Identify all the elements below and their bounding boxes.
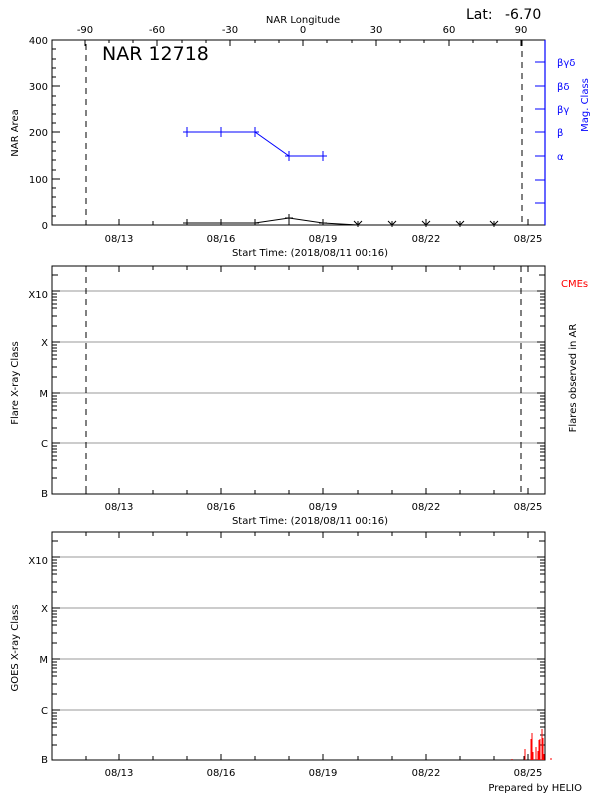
date-tick-label: 08/22: [412, 502, 441, 513]
goes-class-label: X: [41, 604, 48, 615]
y-tick-label: 100: [29, 175, 48, 186]
flare-class-label: X10: [28, 290, 48, 301]
date-tick-label: 08/22: [412, 768, 441, 779]
y-tick-label: 400: [29, 36, 48, 47]
flare-class-ticks-left: [52, 274, 60, 479]
nar-area-line: [187, 217, 494, 226]
flare-class-label: B: [41, 489, 48, 500]
flares-panel: X10 X M C B Flare X-ray Class Flares obs…: [10, 265, 588, 527]
goes-class-ticks-right: [537, 540, 545, 746]
longitude-ticks: [84, 40, 522, 46]
cmes-legend-label: CMEs: [561, 279, 588, 290]
flare-class-ticks-right: [537, 274, 545, 479]
mag-tick-label: βδ: [557, 82, 570, 93]
flares-observed-axis-title: Flares observed in AR: [568, 324, 579, 433]
lat-label: Lat:: [466, 7, 493, 23]
flare-class-axis-title: Flare X-ray Class: [10, 341, 21, 425]
goes-class-label: C: [41, 706, 48, 717]
start-time-label: Start Time: (2018/08/11 00:16): [232, 248, 388, 259]
goes-top-date-ticks: [85, 532, 529, 538]
goes-class-ticks-left: [52, 540, 60, 746]
goes-panel: X10 X M C B GOES X-ray Class 08/13 08/16…: [10, 531, 582, 794]
mag-class-ticks: [535, 61, 545, 204]
date-tick-label: 08/19: [309, 234, 338, 245]
flares-top-date-ticks: [85, 266, 529, 272]
goes-bottom-date-ticks: [85, 754, 529, 760]
date-tick-label: 08/13: [105, 502, 134, 513]
mag-tick-label: βγ: [557, 105, 569, 116]
nar-plot-frame: [51, 39, 546, 226]
prepared-by-credit: Prepared by HELIO: [488, 783, 582, 794]
y-tick-label: 300: [29, 82, 48, 93]
date-ticks: [85, 219, 529, 225]
goes-class-label: X10: [28, 556, 48, 567]
flare-class-gridlines: [60, 290, 545, 444]
lon-tick-label: 60: [443, 25, 456, 36]
flare-class-label: M: [39, 389, 48, 400]
goes-flux-bars: [511, 729, 552, 760]
nar-area-axis-title: NAR Area: [10, 109, 21, 156]
date-tick-label: 08/19: [309, 502, 338, 513]
date-tick-label: 08/16: [207, 502, 236, 513]
mag-tick-label: βγδ: [557, 58, 575, 69]
goes-class-axis-title: GOES X-ray Class: [10, 604, 21, 691]
region-title: NAR 12718: [102, 43, 209, 65]
goes-class-label: M: [39, 655, 48, 666]
flare-class-label: X: [41, 338, 48, 349]
lon-tick-label: 90: [515, 25, 528, 36]
flares-bottom-date-ticks: [85, 488, 529, 494]
lon-tick-label: 30: [370, 25, 383, 36]
date-tick-label: 08/13: [105, 768, 134, 779]
lon-tick-label: -60: [149, 25, 165, 36]
mag-class-axis-title: Mag. Class: [580, 78, 591, 132]
date-tick-label: 08/19: [309, 768, 338, 779]
date-tick-label: 08/25: [514, 768, 543, 779]
mag-class-markers: [183, 127, 327, 161]
nar-area-markers: [183, 214, 499, 227]
flare-class-label: C: [41, 439, 48, 450]
date-tick-label: 08/16: [207, 768, 236, 779]
lon-tick-label: 0: [300, 25, 306, 36]
y-tick-label: 200: [29, 128, 48, 139]
mag-tick-label: α: [557, 152, 564, 163]
date-tick-label: 08/22: [412, 234, 441, 245]
nar-panel: -90 -60 -30 0 30 60 90 0 100 200 300 400…: [10, 25, 591, 259]
start-time-label: Start Time: (2018/08/11 00:16): [232, 516, 388, 527]
top-axis-title: NAR Longitude: [266, 15, 340, 26]
lat-value: -6.70: [505, 7, 541, 23]
date-tick-label: 08/25: [514, 502, 543, 513]
goes-plot-frame: [51, 531, 546, 761]
flares-plot-frame: [51, 265, 546, 495]
goes-class-label: B: [41, 755, 48, 766]
lon-tick-label: -30: [222, 25, 238, 36]
date-tick-label: 08/16: [207, 234, 236, 245]
lon-tick-label: -90: [77, 25, 93, 36]
nar-area-ticks: [52, 39, 60, 226]
y-tick-label: 0: [42, 221, 48, 232]
date-tick-label: 08/13: [105, 234, 134, 245]
goes-class-gridlines: [60, 556, 545, 711]
date-tick-label: 08/25: [514, 234, 543, 245]
mag-tick-label: β: [557, 128, 563, 139]
